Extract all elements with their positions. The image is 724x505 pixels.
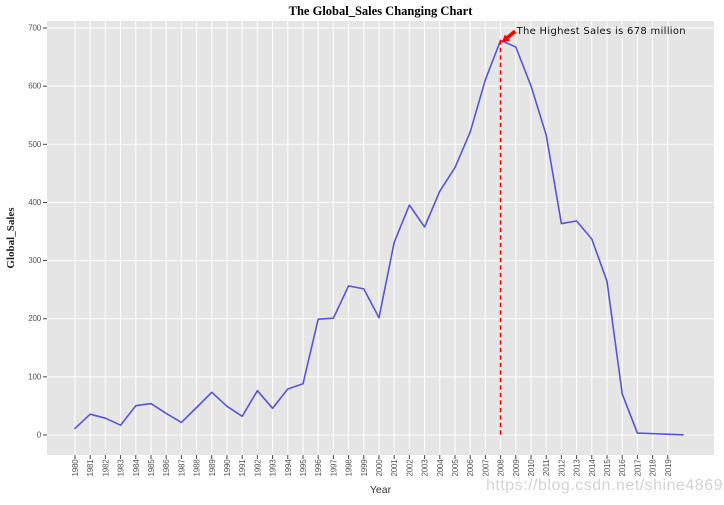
x-tick-label: 2001 bbox=[390, 459, 399, 477]
x-tick-label: 1997 bbox=[329, 459, 338, 477]
y-tick-label: 500 bbox=[28, 140, 41, 149]
x-tick-label: 1980 bbox=[71, 459, 80, 477]
watermark-url: https://blog.csdn.net/shine4869 bbox=[486, 477, 723, 494]
x-tick-label: 2014 bbox=[588, 459, 597, 477]
x-tick-label: 2015 bbox=[603, 459, 612, 477]
x-tick-label: 1990 bbox=[223, 459, 232, 477]
x-tick-label: 1992 bbox=[253, 459, 262, 477]
annotation-arrow-icon bbox=[501, 29, 517, 43]
x-tick-label: 1999 bbox=[360, 459, 369, 477]
x-tick-label: 1984 bbox=[132, 459, 141, 477]
x-tick-label: 1998 bbox=[345, 459, 354, 477]
x-tick-label: 1986 bbox=[162, 459, 171, 477]
x-tick-label: 2017 bbox=[633, 459, 642, 477]
x-tick-label: 2010 bbox=[527, 459, 536, 477]
x-tick-label: 2004 bbox=[436, 459, 445, 477]
x-tick-label: 2016 bbox=[618, 459, 627, 477]
x-tick-label: 1987 bbox=[177, 459, 186, 477]
y-tick-label: 100 bbox=[28, 372, 41, 381]
x-tick-label: 2007 bbox=[481, 459, 490, 477]
x-tick-label: 2008 bbox=[497, 459, 506, 477]
y-tick-label: 200 bbox=[28, 314, 41, 323]
x-tick-label: 2013 bbox=[573, 459, 582, 477]
peak-annotation-text: The Highest Sales is 678 million bbox=[516, 26, 686, 37]
x-tick-label: 1996 bbox=[314, 459, 323, 477]
x-tick-label: 1993 bbox=[269, 459, 278, 477]
x-tick-label: 1995 bbox=[299, 459, 308, 477]
y-tick-label: 700 bbox=[28, 24, 41, 33]
x-tick-label: 1981 bbox=[86, 459, 95, 477]
x-tick-label: 2000 bbox=[375, 459, 384, 477]
axis-tick-marks bbox=[43, 27, 669, 459]
x-tick-label: 2018 bbox=[649, 459, 658, 477]
y-tick-label: 0 bbox=[37, 431, 42, 440]
y-tick-label: 600 bbox=[28, 82, 41, 91]
plot-panel bbox=[47, 21, 714, 455]
x-tick-label: 1989 bbox=[208, 459, 217, 477]
x-tick-labels: 1980 1981 1982 1983 1984 1985 1986 1987 1988 1989… bbox=[71, 459, 673, 477]
x-tick-label: 2009 bbox=[512, 459, 521, 477]
x-tick-label: 2005 bbox=[451, 459, 460, 477]
y-tick-labels: 0 100 200 300 400 500 600 700 bbox=[28, 24, 42, 440]
y-tick-label: 400 bbox=[28, 198, 41, 207]
x-axis-label: Year bbox=[370, 484, 392, 496]
x-tick-label: 1982 bbox=[101, 459, 110, 477]
x-tick-label: 1994 bbox=[284, 459, 293, 477]
x-tick-label: 2003 bbox=[421, 459, 430, 477]
x-tick-label: 2011 bbox=[542, 459, 551, 476]
y-tick-label: 300 bbox=[28, 256, 41, 265]
chart-title: The Global_Sales Changing Chart bbox=[289, 4, 474, 18]
x-tick-label: 1988 bbox=[193, 459, 202, 477]
global-sales-line-series bbox=[74, 39, 684, 436]
x-tick-label: 1983 bbox=[117, 459, 126, 477]
x-tick-label: 2019 bbox=[664, 459, 673, 477]
gridlines bbox=[47, 21, 714, 455]
x-tick-label: 1985 bbox=[147, 459, 156, 477]
y-axis-label: Global_Sales bbox=[5, 207, 17, 269]
x-tick-label: 2006 bbox=[466, 459, 475, 477]
x-tick-label: 2002 bbox=[405, 459, 414, 477]
x-tick-label: 1991 bbox=[238, 459, 247, 477]
x-tick-label: 2012 bbox=[557, 459, 566, 477]
